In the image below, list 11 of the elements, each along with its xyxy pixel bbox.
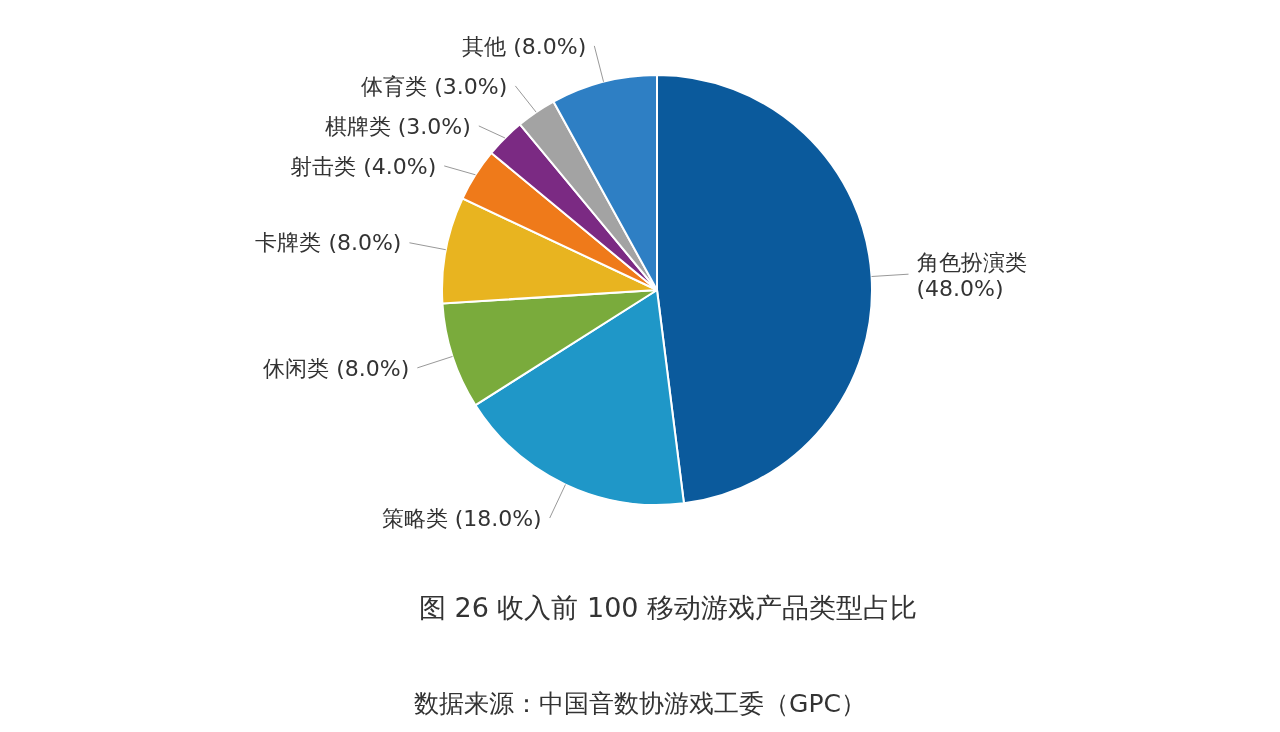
slice-label: 射击类 (4.0%) xyxy=(290,153,437,179)
slice-label: 其他 (8.0%) xyxy=(462,33,587,59)
slice-label: 棋牌类 (3.0%) xyxy=(324,113,471,139)
slice-label: 角色扮演类 xyxy=(916,249,1027,275)
slice-label: 策略类 (18.0%) xyxy=(381,505,542,531)
text: 图 26 收入前 100 移动游戏产品类型占比 xyxy=(418,592,918,623)
source-note: 数据来源：中国音数协游戏工委（GPC） xyxy=(414,689,866,718)
slice-label: 体育类 (3.0%) xyxy=(361,73,508,99)
data-label: (48.0%) xyxy=(916,276,1004,302)
slice-label: 卡牌类 (8.0%) xyxy=(255,230,402,256)
slice-label: 休闲类 (8.0%) xyxy=(263,355,410,381)
